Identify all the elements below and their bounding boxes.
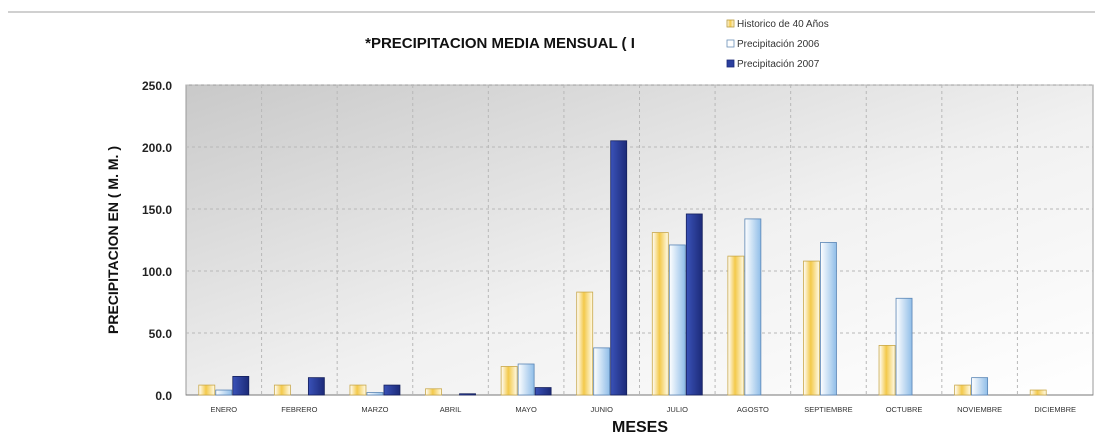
- x-tick-label: FEBRERO: [281, 405, 317, 414]
- x-tick-label: JULIO: [667, 405, 688, 414]
- y-tick-label: 100.0: [142, 265, 172, 279]
- x-tick-label: AGOSTO: [737, 405, 769, 414]
- bar-precipitaci-n-2007-enero: [232, 375, 250, 396]
- bar-historico-de-40-a-os-septiembre: [803, 260, 820, 396]
- bars: [198, 140, 1047, 396]
- y-tick-label: 150.0: [142, 203, 172, 217]
- bar-precipitaci-n-2006-junio: [593, 347, 611, 396]
- legend-swatch-historico: [726, 19, 735, 28]
- y-tick-label: 0.0: [155, 389, 172, 403]
- bar-historico-de-40-a-os-marzo: [349, 384, 367, 396]
- legend: Historico de 40 Años Precipitación 2006 …: [726, 19, 829, 70]
- bar-precipitaci-n-2007-mayo: [534, 387, 552, 396]
- bar-historico-de-40-a-os-febrero: [273, 384, 291, 396]
- bar-historico-de-40-a-os-agosto: [727, 255, 745, 396]
- x-tick-label: OCTUBRE: [886, 405, 923, 414]
- bar-precipitaci-n-2006-julio: [668, 244, 686, 396]
- bar-historico-de-40-a-os-abril: [425, 388, 442, 396]
- bar-precipitaci-n-2007-marzo: [383, 384, 401, 396]
- x-tick-label: ENERO: [210, 405, 237, 414]
- chart-title: *PRECIPITACION MEDIA MENSUAL ( I: [365, 35, 635, 52]
- bar-precipitaci-n-2006-septiembre: [820, 242, 837, 396]
- y-tick-label: 250.0: [142, 79, 172, 93]
- bar-historico-de-40-a-os-julio: [651, 232, 669, 396]
- legend-label-2007: Precipitación 2007: [737, 59, 820, 70]
- bar-precipitaci-n-2007-abril: [459, 393, 476, 396]
- y-tick-label: 50.0: [149, 327, 173, 341]
- bar-precipitaci-n-2006-noviembre: [971, 377, 989, 396]
- grid: [186, 84, 1093, 396]
- bar-historico-de-40-a-os-diciembre: [1029, 389, 1047, 396]
- x-tick-label: DICIEMBRE: [1034, 405, 1076, 414]
- plot-area: [185, 84, 1094, 396]
- bar-precipitaci-n-2007-julio: [685, 213, 703, 396]
- bar-precipitaci-n-2007-febrero: [307, 377, 325, 396]
- legend-label-2006: Precipitación 2006: [737, 39, 820, 50]
- x-tick-label: SEPTIEMBRE: [804, 405, 852, 414]
- bar-historico-de-40-a-os-octubre: [878, 344, 896, 396]
- ticks: 0.0 50.0 100.0 150.0 200.0 250.0 ENERO FEBRERO M…: [142, 79, 1076, 414]
- bar-precipitaci-n-2006-enero: [215, 389, 233, 396]
- legend-swatch-2006: [726, 39, 735, 48]
- bar-precipitaci-n-2006-marzo: [366, 392, 384, 396]
- x-tick-label: NOVIEMBRE: [957, 405, 1002, 414]
- bar-historico-de-40-a-os-mayo: [500, 366, 518, 396]
- y-axis-title: PRECIPITACION EN ( M. M. ): [105, 146, 121, 334]
- legend-label-historico: Historico de 40 Años: [737, 19, 829, 30]
- x-axis-title: MESES: [612, 419, 668, 436]
- bar-precipitaci-n-2006-agosto: [744, 218, 762, 396]
- bar-historico-de-40-a-os-noviembre: [954, 384, 972, 396]
- legend-swatch-2007: [726, 59, 735, 68]
- x-tick-label: ABRIL: [440, 405, 462, 414]
- bar-historico-de-40-a-os-enero: [198, 384, 216, 396]
- x-tick-label: MARZO: [361, 405, 388, 414]
- bar-historico-de-40-a-os-junio: [576, 291, 594, 396]
- x-tick-label: MAYO: [515, 405, 537, 414]
- bar-precipitaci-n-2007-junio: [610, 140, 628, 396]
- bar-precipitaci-n-2006-octubre: [895, 297, 913, 396]
- bar-precipitaci-n-2006-mayo: [517, 363, 535, 396]
- y-tick-label: 200.0: [142, 141, 172, 155]
- x-tick-label: JUNIO: [590, 405, 613, 414]
